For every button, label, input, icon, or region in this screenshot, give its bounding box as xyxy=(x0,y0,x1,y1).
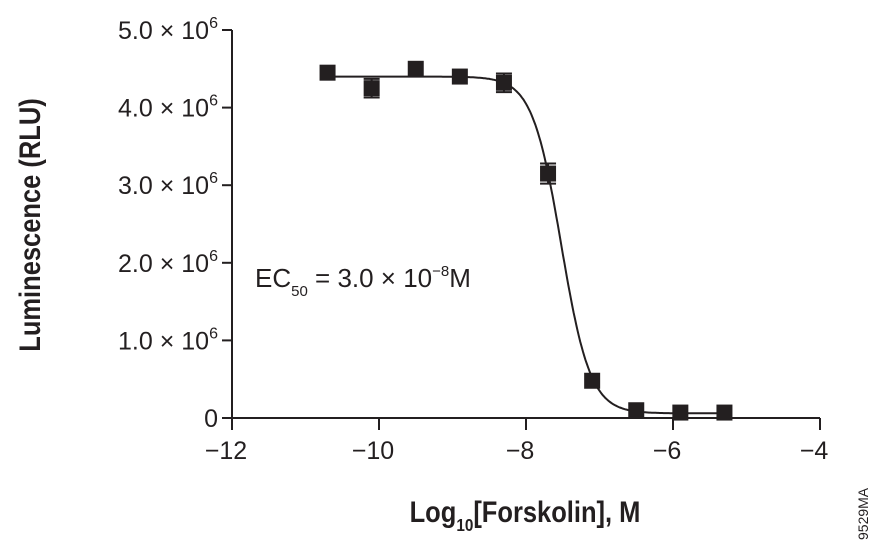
x-tick-label: −10 xyxy=(352,437,394,465)
ec50-annotation: EC50 = 3.0 × 10−8M xyxy=(255,263,471,300)
figure-code: 9529MA xyxy=(855,487,871,540)
data-points xyxy=(319,60,733,421)
y-tick-label: 0 xyxy=(204,405,218,433)
y-tick-label: 1.0 × 106 xyxy=(118,325,218,355)
y-tick-label: 5.0 × 106 xyxy=(118,15,218,45)
data-point xyxy=(628,402,645,419)
x-ticks: −12 −10 −8 −6 −4 xyxy=(205,418,829,465)
axes xyxy=(222,30,820,419)
x-axis-title: Log10[Forskolin], M xyxy=(410,495,641,535)
y-ticks: 0 1.0 × 106 2.0 × 106 3.0 × 106 4.0 × 106 5.0… xyxy=(118,15,232,433)
data-point xyxy=(716,404,733,421)
fit-curve xyxy=(327,75,725,415)
y-tick-label: 3.0 × 106 xyxy=(118,170,218,200)
data-point xyxy=(672,404,689,421)
x-tick-label: −4 xyxy=(800,437,829,465)
data-point xyxy=(495,74,512,91)
x-tick-label: −8 xyxy=(506,437,535,465)
data-point xyxy=(407,60,424,77)
data-point xyxy=(451,68,468,85)
y-axis-title: Luminescence (RLU) xyxy=(13,98,46,352)
data-point xyxy=(540,165,557,182)
data-point xyxy=(363,80,380,97)
x-tick-label: −6 xyxy=(653,437,682,465)
data-point xyxy=(319,64,336,81)
y-tick-label: 2.0 × 106 xyxy=(118,248,218,278)
y-tick-label: 4.0 × 106 xyxy=(118,93,218,123)
data-point xyxy=(584,372,601,389)
x-tick-label: −12 xyxy=(205,437,247,465)
